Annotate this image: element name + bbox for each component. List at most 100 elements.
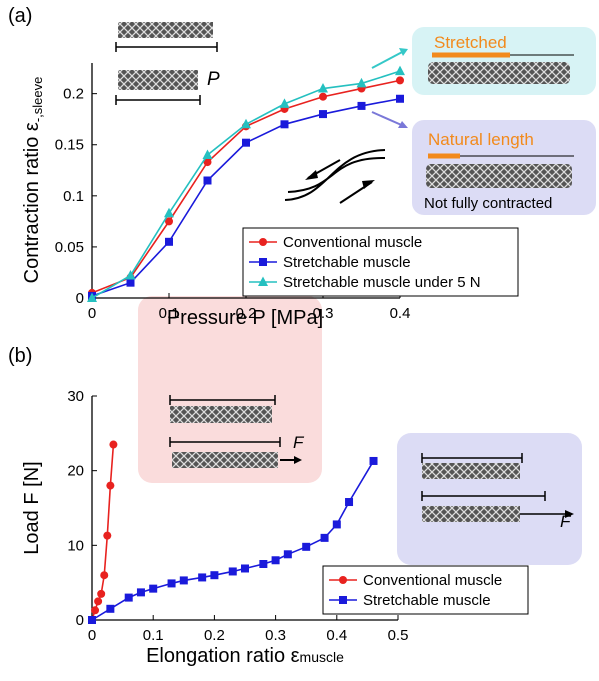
marker — [319, 110, 327, 119]
y-tick-label: 30 — [67, 388, 84, 405]
marker — [124, 593, 133, 602]
marker — [259, 560, 268, 568]
inset-a: P Stretched Natural length Not fully con… — [115, 22, 596, 215]
marker — [97, 589, 106, 598]
marker — [87, 292, 97, 302]
x-tick-label: 0.4 — [326, 627, 347, 644]
marker — [88, 616, 96, 624]
x-axis-label-main: Pressure P [MPa] — [167, 307, 323, 329]
y-tick-label: 0 — [76, 612, 84, 629]
x-tick-label: 0.2 — [204, 627, 225, 644]
marker — [165, 217, 173, 226]
marker — [345, 498, 354, 507]
marker — [167, 579, 176, 588]
legend-marker — [258, 276, 268, 286]
marker — [318, 83, 328, 93]
legend-label: Stretchable muscle — [283, 254, 411, 271]
x-tick-label: 0.5 — [388, 627, 409, 644]
annotation: Stretched — [434, 33, 507, 52]
x-tick-label: 0.1 — [159, 305, 180, 322]
y-tick-label: 10 — [67, 537, 84, 554]
marker — [126, 278, 135, 287]
y-axis-label-main: Load F [N] — [21, 461, 43, 554]
marker — [165, 237, 173, 246]
marker — [369, 456, 378, 465]
marker — [271, 556, 280, 565]
marker — [357, 101, 366, 110]
marker — [125, 270, 136, 280]
marker — [106, 481, 115, 490]
y-tick-label: 0.15 — [55, 137, 84, 154]
x-tick-label: 0.3 — [265, 627, 286, 644]
legend-box — [242, 227, 519, 297]
marker — [396, 76, 404, 85]
marker — [228, 567, 237, 576]
y-tick-label: 20 — [67, 463, 84, 480]
marker — [241, 564, 249, 573]
y-tick-label: 0.2 — [63, 86, 84, 103]
y-tick-label: 0 — [76, 290, 84, 307]
marker — [106, 604, 115, 613]
marker — [203, 158, 212, 167]
legend-marker — [259, 238, 267, 246]
x-tick-label: 0.3 — [313, 305, 334, 322]
marker — [283, 550, 292, 559]
marker — [396, 94, 404, 103]
marker — [202, 149, 213, 159]
marker — [320, 533, 329, 542]
y-axis-label: Contraction ratio ε-,sleeve — [21, 77, 45, 284]
x-tick-label: 0 — [88, 305, 96, 322]
x-tick-label: 0.4 — [390, 305, 411, 322]
legend-label: Stretchable muscle — [363, 592, 491, 609]
marker — [91, 606, 100, 615]
annotation: F — [293, 433, 305, 452]
marker — [149, 584, 158, 593]
marker — [203, 176, 212, 185]
annotation: Natural length — [428, 130, 534, 149]
marker — [94, 597, 103, 606]
marker — [103, 531, 112, 540]
inset-b: F F — [138, 296, 582, 565]
y-tick-label: 0.05 — [55, 239, 84, 256]
y-axis-label-sub: -,sleeve — [30, 77, 45, 123]
marker — [242, 138, 250, 147]
marker — [395, 65, 405, 76]
legend-label: Conventional muscle — [363, 572, 502, 589]
marker — [164, 207, 174, 218]
marker — [198, 573, 207, 582]
marker — [179, 576, 188, 585]
marker — [332, 520, 341, 529]
annotation: F — [560, 512, 572, 531]
legend-marker — [339, 596, 347, 604]
annotation: Not fully contracted — [424, 195, 552, 212]
marker — [319, 92, 327, 101]
x-tick-label: 0.2 — [236, 305, 257, 322]
marker — [279, 98, 290, 108]
x-axis-label: Elongation ratio εmuscle — [146, 645, 344, 667]
legend-marker — [259, 258, 267, 266]
marker — [210, 571, 219, 580]
marker — [109, 440, 118, 449]
x-axis-label-main: Elongation ratio ε — [146, 645, 300, 667]
legend-box — [322, 565, 529, 615]
legend-marker — [339, 576, 347, 584]
legend-label: Conventional muscle — [283, 234, 422, 251]
marker — [241, 118, 251, 129]
legend-label: Stretchable muscle under 5 N — [283, 274, 481, 291]
y-tick-label: 0.1 — [63, 188, 84, 205]
panel-label: (a) — [8, 5, 32, 27]
marker — [280, 120, 289, 129]
annotation: P — [207, 69, 220, 90]
x-tick-label: 0.1 — [143, 627, 164, 644]
y-axis-label-main: Contraction ratio ε — [21, 122, 43, 283]
x-tick-label: 0 — [88, 627, 96, 644]
marker — [302, 542, 311, 551]
marker — [100, 571, 109, 580]
marker — [356, 77, 367, 88]
x-axis-label-sub: muscle — [300, 649, 345, 665]
panel-label: (b) — [8, 345, 32, 367]
x-axis-label: Pressure P [MPa] — [167, 307, 323, 329]
marker — [136, 588, 145, 597]
y-axis-label: Load F [N] — [21, 461, 43, 554]
